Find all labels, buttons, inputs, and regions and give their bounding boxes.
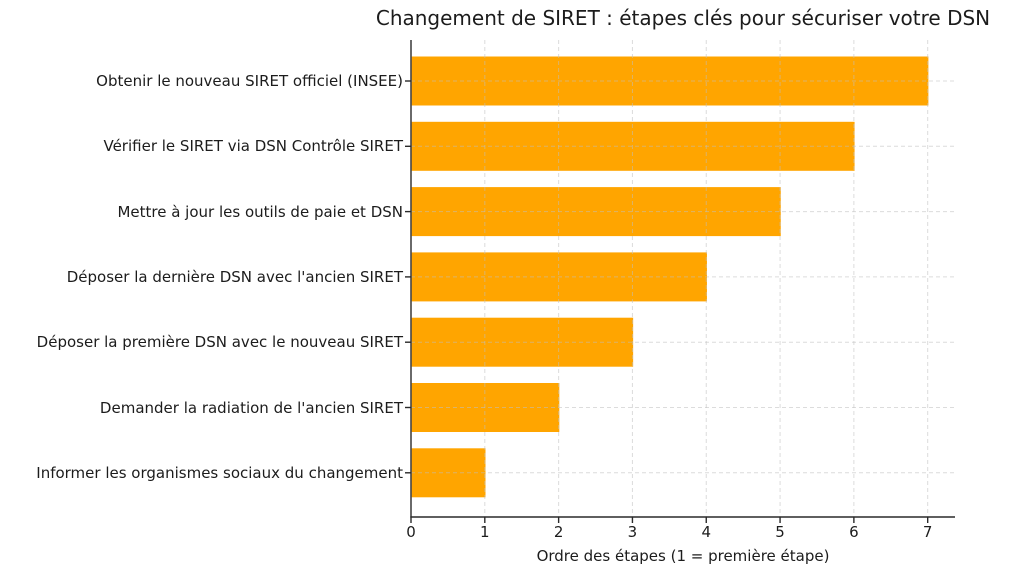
y-tick-label: Mettre à jour les outils de paie et DSN bbox=[117, 202, 403, 221]
chart-title: Changement de SIRET : étapes clés pour s… bbox=[375, 6, 991, 30]
y-tick-label: Vérifier le SIRET via DSN Contrôle SIRET bbox=[103, 137, 403, 156]
y-tick-label: Déposer la première DSN avec le nouveau … bbox=[36, 333, 403, 352]
x-axis-label: Ordre des étapes (1 = première étape) bbox=[536, 547, 830, 565]
y-tick-label: Informer les organismes sociaux du chang… bbox=[36, 463, 403, 482]
x-tick-label: 4 bbox=[701, 523, 712, 541]
y-tick-label: Demander la radiation de l'ancien SIRET bbox=[99, 398, 403, 417]
bar bbox=[411, 317, 634, 367]
y-tick-label: Obtenir le nouveau SIRET officiel (INSEE… bbox=[96, 72, 403, 90]
x-tick-label: 0 bbox=[406, 523, 416, 541]
x-tick-label: 1 bbox=[480, 523, 490, 541]
x-tick-label: 6 bbox=[849, 523, 859, 541]
x-tick-label: 3 bbox=[627, 523, 638, 541]
x-tick-label: 5 bbox=[775, 523, 785, 541]
y-tick-label: Déposer la dernière DSN avec l'ancien SI… bbox=[66, 267, 403, 286]
bar bbox=[411, 383, 560, 432]
x-tick-label: 7 bbox=[922, 523, 933, 541]
x-tick-label: 2 bbox=[553, 523, 564, 541]
bar bbox=[411, 121, 855, 171]
